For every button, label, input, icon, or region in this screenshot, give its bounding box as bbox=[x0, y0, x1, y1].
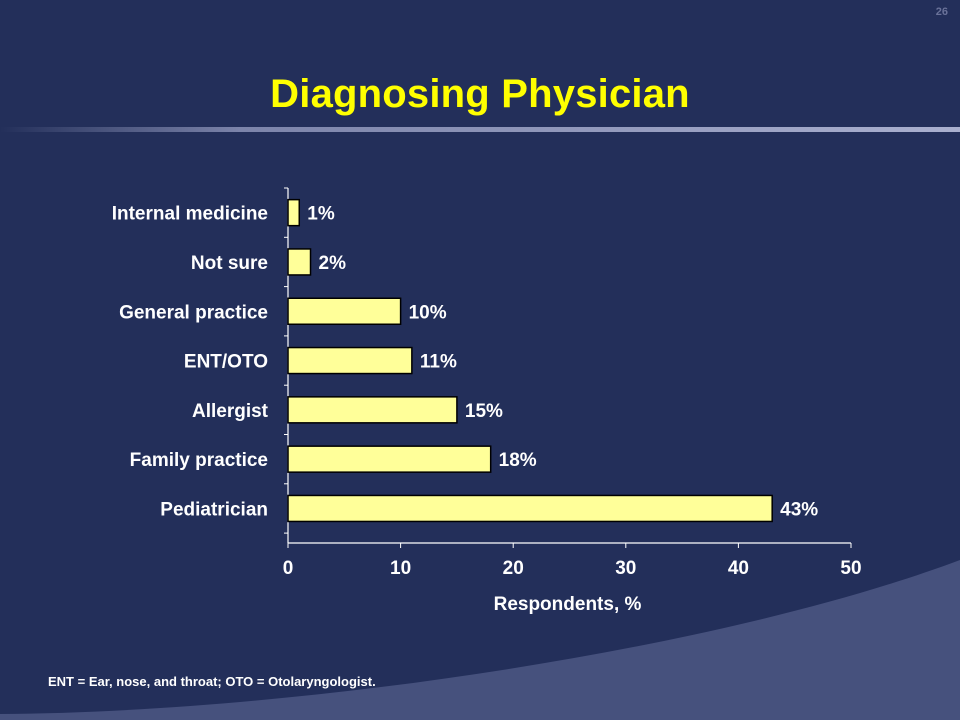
bar bbox=[287, 297, 402, 325]
title-rule bbox=[0, 127, 960, 132]
category-label: Family practice bbox=[130, 450, 268, 471]
footnote: ENT = Ear, nose, and throat; OTO = Otola… bbox=[48, 674, 376, 689]
category-label: Not sure bbox=[191, 253, 268, 274]
chart-bars bbox=[287, 198, 773, 523]
data-label: 15% bbox=[465, 401, 503, 422]
x-tick-label: 0 bbox=[283, 558, 294, 579]
bar bbox=[287, 346, 413, 375]
data-label: 1% bbox=[307, 204, 335, 225]
data-label: 11% bbox=[420, 352, 457, 373]
x-tick-label: 20 bbox=[503, 558, 524, 579]
bar bbox=[287, 396, 458, 424]
bar bbox=[287, 445, 492, 473]
slide-title: Diagnosing Physician bbox=[270, 72, 690, 116]
x-tick-label: 40 bbox=[728, 558, 749, 579]
data-label: 10% bbox=[409, 302, 447, 323]
page-number: 26 bbox=[935, 6, 948, 18]
category-label: General practice bbox=[119, 302, 268, 323]
data-label: 18% bbox=[499, 450, 537, 471]
x-tick-label: 50 bbox=[840, 558, 861, 579]
category-label: ENT/OTO bbox=[184, 352, 268, 373]
x-tick-label: 10 bbox=[390, 558, 411, 579]
bottom-swoosh bbox=[0, 560, 960, 720]
bar bbox=[287, 494, 773, 523]
x-axis-title: Respondents, % bbox=[494, 594, 642, 615]
bar bbox=[287, 198, 301, 227]
category-label: Allergist bbox=[192, 401, 269, 422]
data-label: 2% bbox=[319, 253, 347, 274]
category-label: Internal medicine bbox=[112, 204, 268, 225]
data-label: 43% bbox=[780, 499, 818, 520]
x-tick-label: 30 bbox=[615, 558, 636, 579]
category-label: Pediatrician bbox=[160, 499, 268, 520]
chart-labels: 0 10 20 30 40 50 Respondents, % Internal medici… bbox=[112, 204, 862, 615]
bar bbox=[287, 248, 312, 276]
